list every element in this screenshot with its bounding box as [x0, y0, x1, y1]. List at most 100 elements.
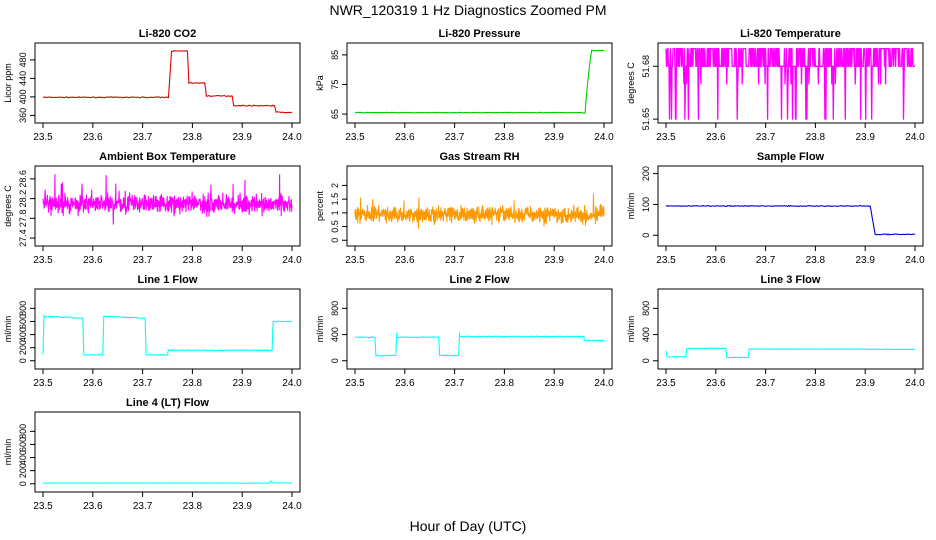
x-tick-label: 23.5: [33, 132, 53, 143]
panel-5: Gas Stream RH percent 23.5 23.6 23.7 23.8 23.9…: [315, 151, 614, 266]
x-tick-label: 23.9: [855, 378, 875, 389]
y-axis-label: ml/min: [626, 193, 636, 220]
x-tick-label: 24.0: [905, 132, 925, 143]
x-tick-label: 23.9: [544, 378, 564, 389]
x-tick-label: 23.7: [445, 378, 465, 389]
plot-frame: [346, 288, 613, 370]
x-tick-label: 23.9: [544, 132, 564, 143]
y-tick-label: 600: [18, 437, 28, 452]
y-axis-label: ml/min: [626, 316, 636, 343]
y-tick-label: 800: [641, 301, 651, 316]
panel-title: Line 3 Flow: [761, 274, 821, 286]
x-tick-label: 23.8: [495, 378, 515, 389]
x-tick-label: 23.8: [806, 255, 826, 266]
x-tick-label: 24.0: [594, 255, 614, 266]
y-tick-label: 0: [18, 358, 28, 363]
x-tick-label: 23.7: [445, 132, 465, 143]
y-tick-label: 100: [641, 197, 651, 212]
series-line: [665, 47, 916, 120]
x-tick-label: 23.7: [133, 255, 153, 266]
x-tick-label: 23.8: [183, 255, 203, 266]
panel-title: Li-820 CO2: [139, 28, 196, 40]
x-tick-label: 24.0: [594, 132, 614, 143]
y-tick-label: 400: [641, 327, 651, 342]
plot-frame: [657, 165, 924, 247]
x-tick-label: 23.9: [232, 255, 252, 266]
x-tick-label: 24.0: [282, 255, 302, 266]
series-line: [42, 480, 292, 484]
y-tick-label: 0: [18, 481, 28, 486]
x-tick-label: 23.5: [656, 255, 676, 266]
x-tick-label: 23.5: [345, 255, 365, 266]
y-tick-label: 0: [641, 233, 651, 238]
x-tick-label: 23.5: [33, 255, 53, 266]
y-tick-label: 400: [18, 89, 28, 104]
x-tick-label: 23.6: [395, 255, 415, 266]
x-tick-label: 23.6: [83, 501, 103, 512]
x-tick-label: 23.7: [756, 255, 776, 266]
y-tick-label: 85: [330, 50, 340, 60]
figure-title: NWR_120319 1 Hz Diagnostics Zoomed PM: [329, 2, 606, 18]
x-tick-label: 23.9: [855, 255, 875, 266]
y-tick-label: 51.65: [641, 108, 651, 131]
panel-title: Sample Flow: [757, 151, 825, 163]
x-tick-label: 23.8: [495, 255, 515, 266]
panel-title: Ambient Box Temperature: [99, 151, 236, 163]
x-tick-label: 23.7: [445, 255, 465, 266]
y-tick-label: 800: [18, 424, 28, 439]
panel-10: Line 4 (LT) Flow ml/min 23.5 23.6 23.7 23.8 23…: [3, 397, 302, 512]
y-axis-label: degrees C: [626, 62, 636, 104]
series-line: [354, 49, 605, 114]
y-tick-label: 27.8: [18, 210, 28, 228]
panel-2: Li-820 Pressure kPa 23.5 23.6 23.7 23.8 23.9 24…: [315, 28, 614, 143]
x-tick-label: 23.5: [33, 378, 53, 389]
x-tick-label: 23.8: [183, 378, 203, 389]
panel-title: Gas Stream RH: [439, 151, 519, 163]
x-tick-label: 23.7: [133, 378, 153, 389]
x-tick-label: 23.8: [806, 378, 826, 389]
x-tick-label: 24.0: [594, 378, 614, 389]
x-tick-label: 23.6: [706, 255, 726, 266]
x-tick-label: 23.8: [806, 132, 826, 143]
x-tick-label: 23.5: [656, 132, 676, 143]
plot-frame: [657, 42, 924, 124]
y-tick-label: 440: [18, 71, 28, 86]
x-tick-label: 24.0: [905, 255, 925, 266]
x-tick-label: 23.8: [183, 501, 203, 512]
x-tick-label: 23.5: [33, 501, 53, 512]
y-tick-label: 51.68: [641, 55, 651, 78]
series-line: [354, 193, 605, 229]
plot-frame: [346, 42, 613, 124]
plot-frame: [34, 411, 301, 493]
y-tick-label: 0.5: [330, 220, 340, 233]
y-axis-label: ml/min: [3, 439, 13, 466]
x-tick-label: 23.9: [232, 378, 252, 389]
y-axis-label: kPa: [315, 75, 325, 91]
y-tick-label: 400: [18, 450, 28, 465]
series-line: [42, 50, 292, 114]
panel-title: Li-820 Temperature: [740, 28, 841, 40]
x-tick-label: 24.0: [905, 378, 925, 389]
x-tick-label: 23.8: [183, 132, 203, 143]
x-tick-label: 23.6: [706, 132, 726, 143]
y-tick-label: 27.4: [18, 229, 28, 247]
y-axis-label: ml/min: [3, 316, 13, 343]
x-tick-label: 23.8: [495, 132, 515, 143]
panel-title: Li-820 Pressure: [439, 28, 521, 40]
y-tick-label: 1: [330, 210, 340, 215]
series-line: [665, 347, 915, 359]
y-tick-label: 400: [18, 327, 28, 342]
panel-8: Line 2 Flow ml/min 23.5 23.6 23.7 23.8 23.9 24.…: [315, 274, 614, 389]
y-tick-label: 65: [330, 109, 340, 119]
plot-frame: [657, 288, 924, 370]
plot-frame: [34, 165, 301, 247]
panel-9: Line 3 Flow ml/min 23.5 23.6 23.7 23.8 23.9 24.…: [626, 274, 925, 389]
x-tick-label: 24.0: [282, 378, 302, 389]
x-tick-label: 23.6: [706, 378, 726, 389]
y-tick-label: 600: [18, 314, 28, 329]
panel-grid: Li-820 CO2 Licor ppm 23.5 23.6 23.7 23.8 23.9 2…: [3, 28, 925, 512]
x-tick-label: 23.9: [232, 132, 252, 143]
series-line: [42, 314, 293, 357]
panel-title: Line 1 Flow: [138, 274, 198, 286]
